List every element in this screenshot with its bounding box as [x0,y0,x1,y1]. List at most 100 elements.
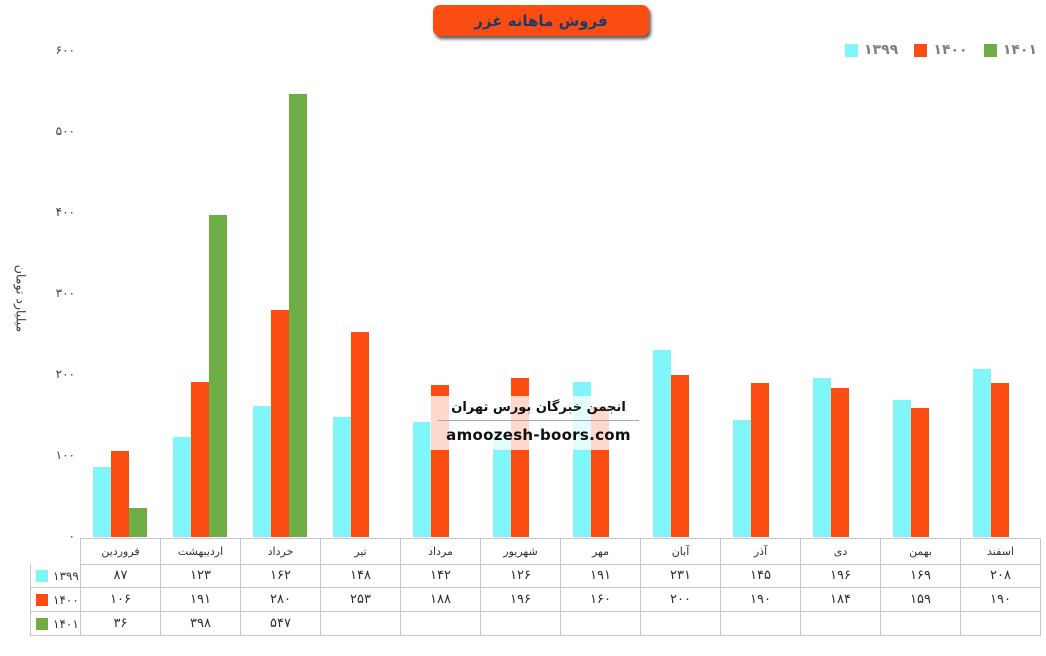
watermark-association-text: انجمن خبرگان بورس تهران [451,400,626,415]
table-cell-1400-month9: ۱۹۰ [721,588,801,612]
table-row-1401: ۱۴۰۱ ۳۶ ۳۹۸ ۵۴۷ [30,612,1041,636]
bar-series1-month10 [831,387,849,537]
y-tick-label-600: ۶۰۰ [55,43,75,57]
table-cell-1399-month4: ۱۴۸ [321,564,401,588]
bar-series1-month9 [751,383,769,537]
legend-swatch-1400-icon [914,43,928,57]
table-cell-1399-month2: ۱۲۳ [161,564,241,588]
table-cell-1399-month1: ۸۷ [81,564,161,588]
table-cell-1401-month10 [801,612,881,636]
chart-title: فروش ماهانه غزر [474,11,608,30]
legend-label-1401: ۱۴۰۱ [1002,42,1037,58]
month-header-cell-11: بهمن [881,539,961,565]
row-label-1399: ۱۳۹۹ [31,564,81,588]
table-cell-1400-month1: ۱۰۶ [81,588,161,612]
table-cell-1399-month11: ۱۶۹ [881,564,961,588]
y-tick-label-0: ۰ [68,529,75,543]
row-swatch-1401-icon [36,617,48,630]
month-header-cell-3: خرداد [241,539,321,565]
table-row-1400: ۱۴۰۰ ۱۰۶ ۱۹۱ ۲۸۰ ۲۵۳ ۱۸۸ ۱۹۶ ۱۶۰ ۲۰۰ ۱۹۰ ۱۸۴ ۱۵۹ ۱۹۰ [30,588,1041,612]
month-header-cell-7: مهر [561,539,641,565]
table-cell-1401-month8 [641,612,721,636]
bar-series1-month8 [671,375,689,537]
month-header-cell-8: آبان [641,539,721,565]
watermark-divider [438,420,639,421]
month-header-cell-6: شهریور [481,539,561,565]
legend-item-1400: ۱۴۰۰ [914,42,968,58]
y-tick-label-200: ۲۰۰ [55,367,75,381]
bar-series1-month3 [271,310,289,537]
table-cell-1401-month7 [561,612,641,636]
bar-series1-month1 [111,451,129,537]
table-cell-1401-month2: ۳۹۸ [161,612,241,636]
month-header-cell-2: اردیبهشت [161,539,241,565]
table-cell-1400-month8: ۲۰۰ [641,588,721,612]
table-cell-1400-month3: ۲۸۰ [241,588,321,612]
table-cell-1401-month11 [881,612,961,636]
legend-item-1401: ۱۴۰۱ [983,42,1037,58]
y-tick-label-300: ۳۰۰ [55,286,75,300]
table-cell-1399-month7: ۱۹۱ [561,564,641,588]
table-cell-1400-month11: ۱۵۹ [881,588,961,612]
row-label-text: ۱۴۰۱ [53,616,79,631]
row-label-text: ۱۳۹۹ [53,568,79,583]
bar-series1-month11 [911,408,929,537]
month-header-cell-5: مرداد [401,539,481,565]
y-tick-label-400: ۴۰۰ [55,205,75,219]
table-cell-1399-month8: ۲۳۱ [641,564,721,588]
bar-series1-month12 [991,383,1009,537]
table-cell-1401-month12 [961,612,1041,636]
chart-title-box: فروش ماهانه غزر [433,5,649,36]
bar-series0-month11 [893,400,911,537]
table-cell-1401-month3: ۵۴۷ [241,612,321,636]
y-tick-label-500: ۵۰۰ [55,124,75,138]
bar-series0-month4 [333,417,351,537]
watermark-site-text: amoozesh-boors.com [446,426,631,444]
month-header-cell-10: دی [801,539,881,565]
table-cell-1401-month5 [401,612,481,636]
bar-series1-month4 [351,332,369,537]
table-cell-1401-month6 [481,612,561,636]
table-cell-1401-month9 [721,612,801,636]
y-tick-label-100: ۱۰۰ [55,448,75,462]
bar-series0-month3 [253,405,271,537]
bar-series0-month5 [413,421,431,537]
legend-swatch-1401-icon [983,43,997,57]
table-row-1399: ۱۳۹۹ ۸۷ ۱۲۳ ۱۶۲ ۱۴۸ ۱۴۲ ۱۲۶ ۱۹۱ ۲۳۱ ۱۴۵ ۱۹۶ ۱۶۹ ۲۰۸ [30,564,1041,588]
table-cell-1400-month5: ۱۸۸ [401,588,481,612]
table-cell-1399-month9: ۱۴۵ [721,564,801,588]
table-cell-1400-month6: ۱۹۶ [481,588,561,612]
month-header-cell-1: فروردین [81,539,161,565]
legend-item-1399: ۱۳۹۹ [845,42,898,58]
watermark: انجمن خبرگان بورس تهران amoozesh-boors.c… [430,396,647,450]
row-label-1401: ۱۴۰۱ [31,612,81,636]
bar-series1-month2 [191,382,209,537]
legend: ۱۳۹۹ ۱۴۰۰ ۱۴۰۱ [845,40,1037,60]
bar-series0-month9 [733,419,751,537]
legend-label-1399: ۱۳۹۹ [864,42,899,58]
table-cell-1400-month12: ۱۹۰ [961,588,1041,612]
month-header-cell-9: آذر [721,539,801,565]
bar-series0-month10 [813,378,831,537]
table-cell-1400-month7: ۱۶۰ [561,588,641,612]
row-swatch-1399-icon [36,569,48,582]
table-cell-1399-month10: ۱۹۶ [801,564,881,588]
bar-series2-month1 [129,507,147,537]
table-cell-1399-month12: ۲۰۸ [961,564,1041,588]
bar-series0-month1 [93,466,111,537]
row-label-1400: ۱۴۰۰ [31,588,81,612]
table-cell-1400-month2: ۱۹۱ [161,588,241,612]
month-header-row: فروردین اردیبهشت خرداد تیر مرداد شهریور مهر آبا… [80,538,1041,565]
month-header-cell-4: تیر [321,539,401,565]
bar-series0-month6 [493,434,511,537]
bar-series2-month3 [289,93,307,537]
legend-label-1400: ۱۴۰۰ [933,42,968,58]
row-swatch-1400-icon [36,593,48,606]
table-cell-1401-month1: ۳۶ [81,612,161,636]
table-cell-1400-month4: ۲۵۳ [321,588,401,612]
table-cell-1399-month5: ۱۴۲ [401,564,481,588]
table-cell-1400-month10: ۱۸۴ [801,588,881,612]
month-header-cell-12: اسفند [961,539,1041,565]
row-label-text: ۱۴۰۰ [53,592,79,607]
